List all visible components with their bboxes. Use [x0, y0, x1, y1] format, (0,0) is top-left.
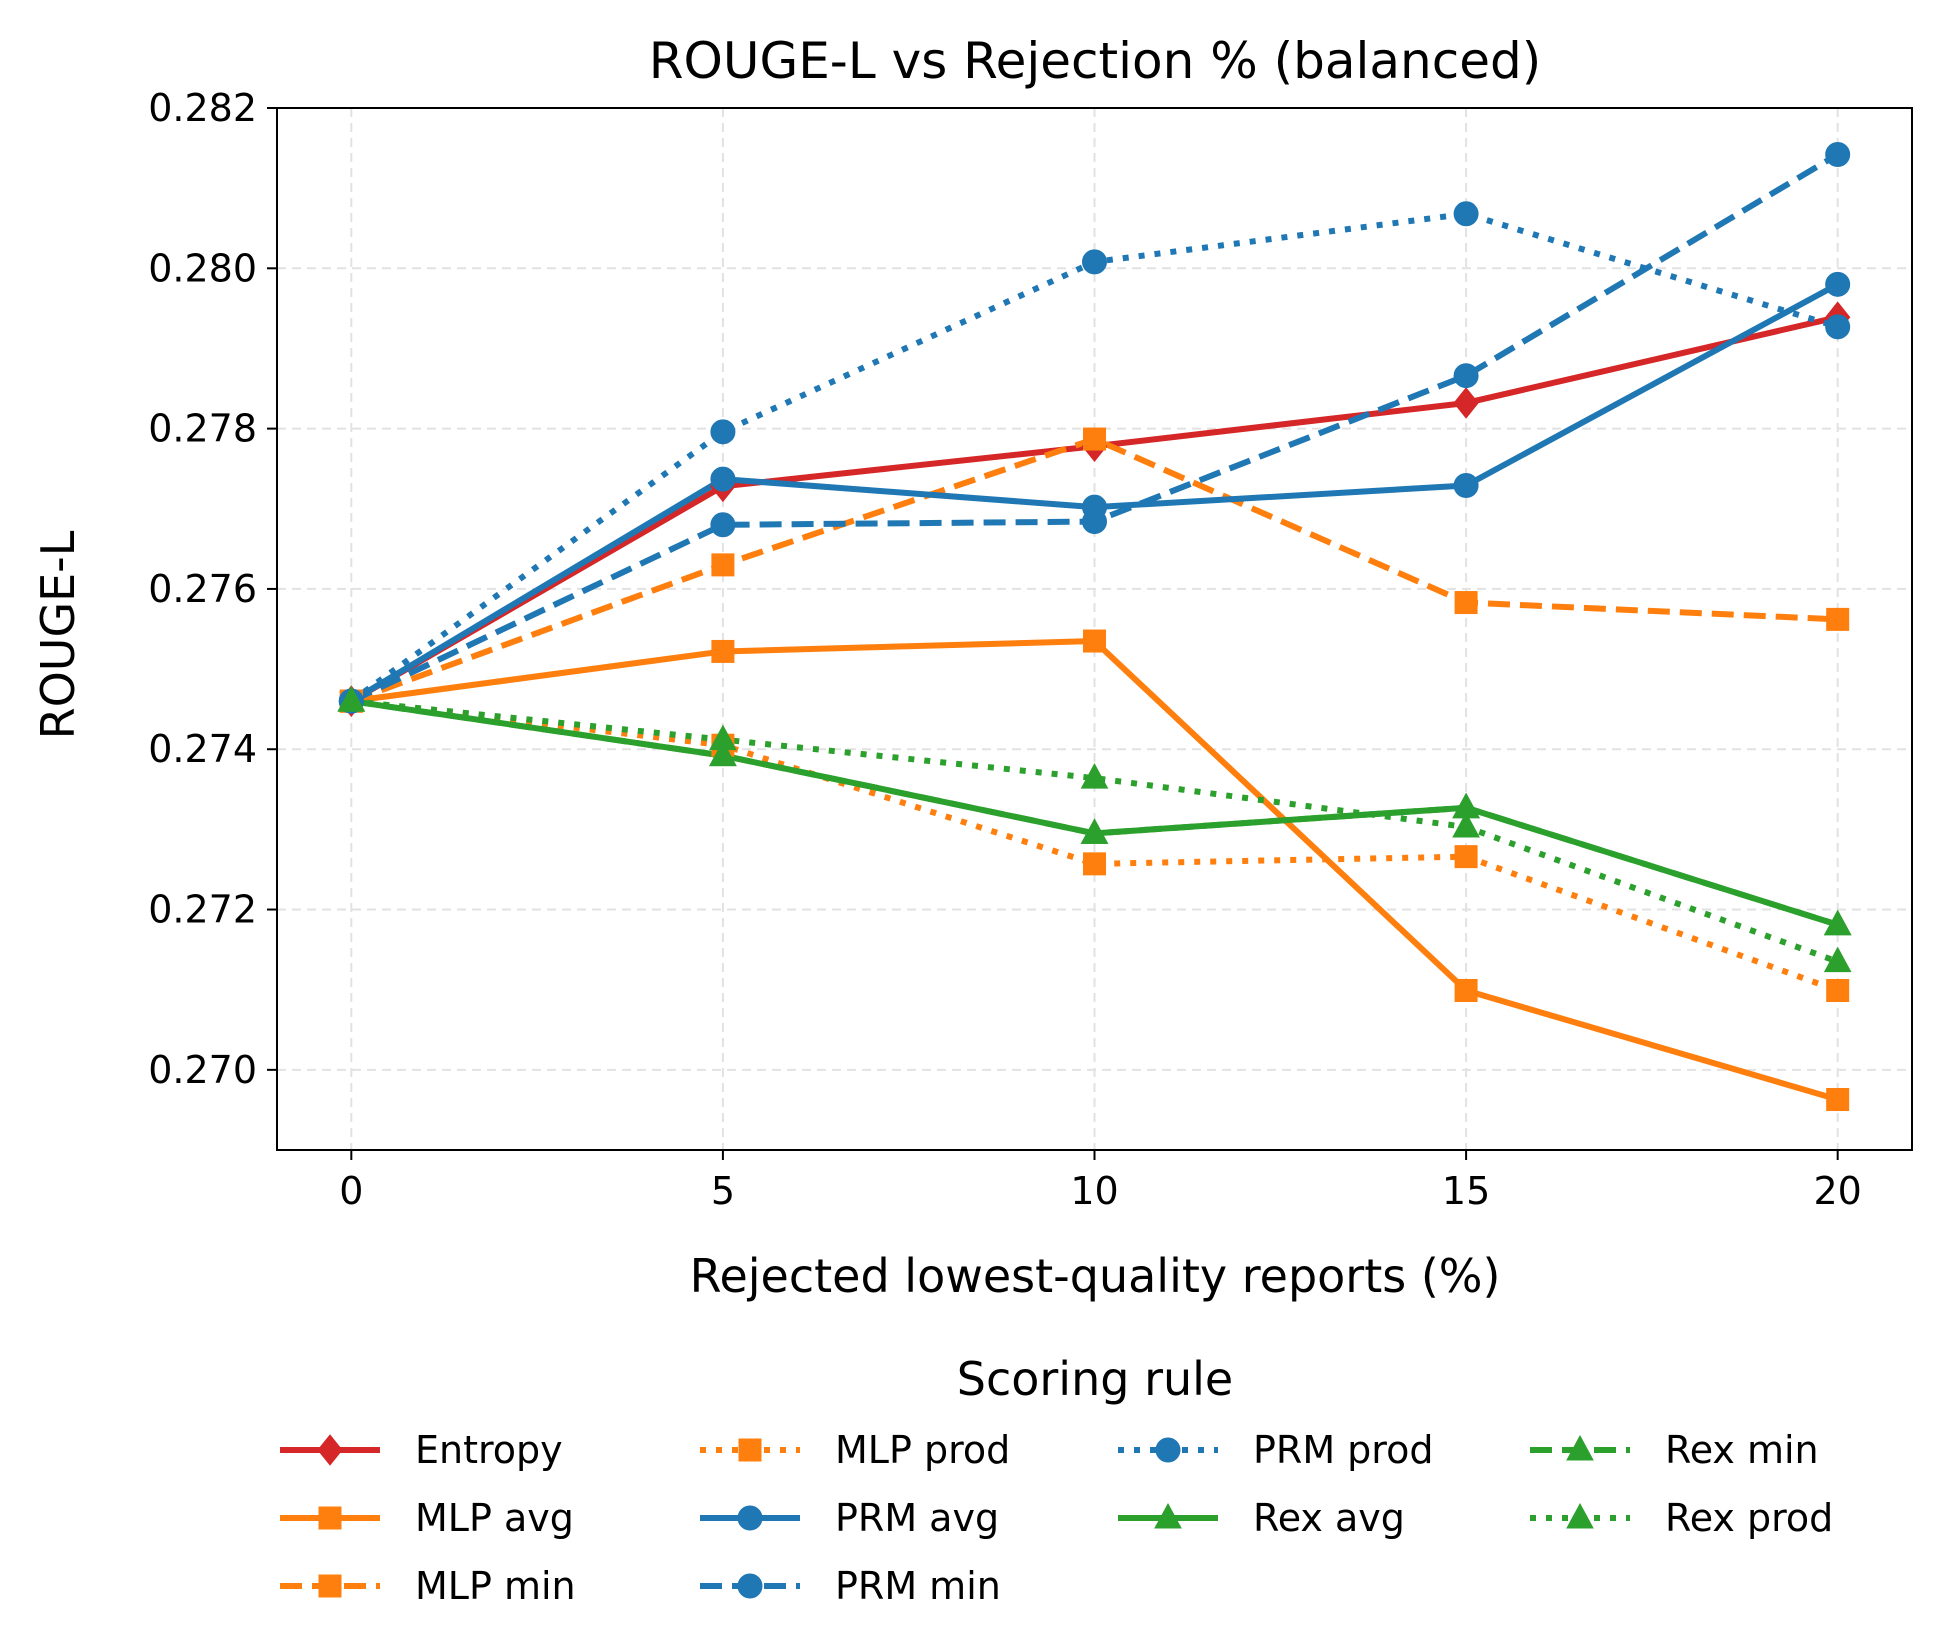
- data-point-mlp-prod: [1083, 852, 1106, 876]
- data-point-prm-prod: [1453, 201, 1479, 227]
- legend-label: MLP avg: [415, 1496, 574, 1540]
- legend-marker: [738, 1438, 762, 1462]
- data-point-mlp-min: [1826, 607, 1850, 631]
- x-tick-label: 0: [339, 1169, 363, 1213]
- legend-item-prm-avg: PRM avg: [700, 1496, 999, 1540]
- y-axis-label: ROUGE-L: [31, 530, 85, 739]
- legend-label: Rex prod: [1665, 1496, 1833, 1540]
- legend: Entropy MLP avg MLP min MLP prod PRM avg PRM …: [280, 1428, 1833, 1608]
- y-tick-label: 0.280: [148, 246, 257, 290]
- legend-marker: [317, 1434, 343, 1466]
- legend-marker: [1155, 1437, 1181, 1463]
- data-point-rex-prod: [337, 686, 366, 712]
- data-point-prm-min: [710, 512, 736, 538]
- legend-item-mlp-min: MLP min: [280, 1564, 576, 1608]
- series-markers: [337, 141, 1852, 1112]
- legend-item-mlp-avg: MLP avg: [280, 1496, 574, 1540]
- legend-label: MLP prod: [835, 1428, 1010, 1472]
- data-point-rex-prod: [1452, 811, 1480, 838]
- x-axis-label: Rejected lowest-quality reports (%): [690, 1249, 1501, 1303]
- legend-title: Scoring rule: [957, 1352, 1233, 1406]
- data-point-mlp-min: [1083, 427, 1106, 451]
- legend-label: Rex min: [1665, 1428, 1819, 1472]
- data-point-rex-min: [1823, 909, 1852, 936]
- y-tick-label: 0.282: [148, 86, 257, 130]
- data-point-rex-prod: [1823, 946, 1852, 973]
- legend-label: MLP min: [415, 1564, 576, 1608]
- data-point-prm-prod: [710, 419, 736, 445]
- legend-item-rex-avg: Rex avg: [1118, 1496, 1405, 1540]
- legend-label: Rex avg: [1253, 1496, 1405, 1540]
- data-point-entropy: [1453, 387, 1479, 419]
- chart-title: ROUGE-L vs Rejection % (balanced): [649, 32, 1541, 90]
- data-point-prm-prod: [1082, 249, 1107, 275]
- series-line-rex-prod: [351, 698, 1839, 965]
- legend-marker: [737, 1505, 763, 1531]
- legend-marker: [1566, 1434, 1594, 1461]
- legend-label: Entropy: [415, 1428, 563, 1472]
- legend-marker: [1566, 1502, 1594, 1529]
- data-point-rex-prod: [709, 724, 737, 751]
- data-point-prm-min: [1082, 509, 1107, 535]
- legend-label: PRM min: [835, 1564, 1001, 1608]
- legend-marker: [318, 1574, 342, 1598]
- data-point-prm-min: [1825, 141, 1851, 167]
- data-point-rex-min: [1080, 818, 1109, 844]
- legend-item-entropy: Entropy: [280, 1428, 563, 1472]
- legend-item-prm-min: PRM min: [700, 1564, 1001, 1608]
- y-tick-label: 0.274: [148, 727, 257, 771]
- data-point-prm-avg: [710, 466, 736, 492]
- legend-label: PRM prod: [1253, 1428, 1433, 1472]
- data-point-rex-min: [709, 740, 737, 767]
- data-point-mlp-avg: [1083, 629, 1106, 653]
- data-point-prm-avg: [1453, 473, 1479, 499]
- data-point-mlp-min: [1454, 591, 1478, 615]
- data-point-mlp-avg: [1826, 1088, 1850, 1112]
- data-point-prm-min: [1453, 363, 1479, 389]
- data-point-mlp-prod: [1826, 978, 1850, 1002]
- y-tick-label: 0.272: [148, 888, 257, 932]
- data-point-mlp-avg: [711, 639, 735, 663]
- x-tick-label: 20: [1814, 1169, 1862, 1213]
- x-axis-ticks: 0 5 10 15 20: [339, 1150, 1862, 1213]
- y-tick-label: 0.278: [148, 407, 257, 451]
- y-axis-ticks: 0.270 0.272 0.274 0.276 0.278 0.280 0.282: [148, 86, 277, 1092]
- legend-item-rex-min: Rex min: [1530, 1428, 1819, 1472]
- legend-label: PRM avg: [835, 1496, 999, 1540]
- data-point-rex-prod: [1080, 763, 1109, 789]
- y-tick-label: 0.270: [148, 1048, 257, 1092]
- data-point-prm-avg: [1825, 271, 1851, 297]
- legend-item-rex-prod: Rex prod: [1530, 1496, 1833, 1540]
- legend-marker: [737, 1573, 763, 1599]
- data-point-mlp-min: [711, 553, 735, 577]
- x-tick-label: 15: [1442, 1169, 1490, 1213]
- legend-item-prm-prod: PRM prod: [1118, 1428, 1433, 1472]
- data-point-prm-prod: [1825, 314, 1851, 340]
- legend-marker: [318, 1506, 342, 1530]
- legend-item-mlp-prod: MLP prod: [700, 1428, 1010, 1472]
- x-tick-label: 5: [711, 1169, 735, 1213]
- data-point-mlp-prod: [1454, 845, 1478, 869]
- data-point-mlp-avg: [1454, 978, 1478, 1002]
- x-tick-label: 10: [1070, 1169, 1118, 1213]
- series-line-mlp-prod: [350, 698, 1839, 994]
- legend-marker: [1154, 1502, 1182, 1529]
- y-tick-label: 0.276: [148, 567, 257, 611]
